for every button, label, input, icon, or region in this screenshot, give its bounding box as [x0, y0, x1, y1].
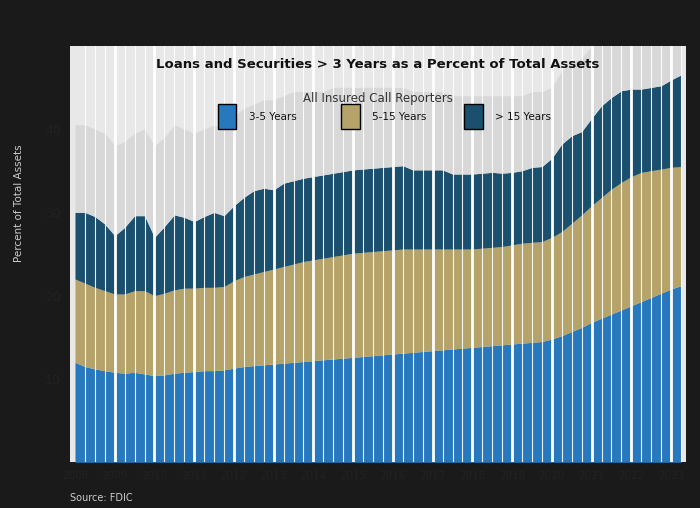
Text: Source: FDIC: Source: FDIC: [70, 493, 132, 503]
FancyBboxPatch shape: [341, 104, 360, 129]
Text: Percent of Total Assets: Percent of Total Assets: [14, 144, 24, 262]
Text: > 15 Years: > 15 Years: [495, 112, 551, 121]
Text: 3-5 Years: 3-5 Years: [248, 112, 296, 121]
FancyBboxPatch shape: [218, 104, 237, 129]
Text: 5-15 Years: 5-15 Years: [372, 112, 426, 121]
Text: Loans and Securities > 3 Years as a Percent of Total Assets: Loans and Securities > 3 Years as a Perc…: [156, 58, 600, 71]
FancyBboxPatch shape: [464, 104, 483, 129]
Text: All Insured Call Reporters: All Insured Call Reporters: [303, 91, 453, 105]
